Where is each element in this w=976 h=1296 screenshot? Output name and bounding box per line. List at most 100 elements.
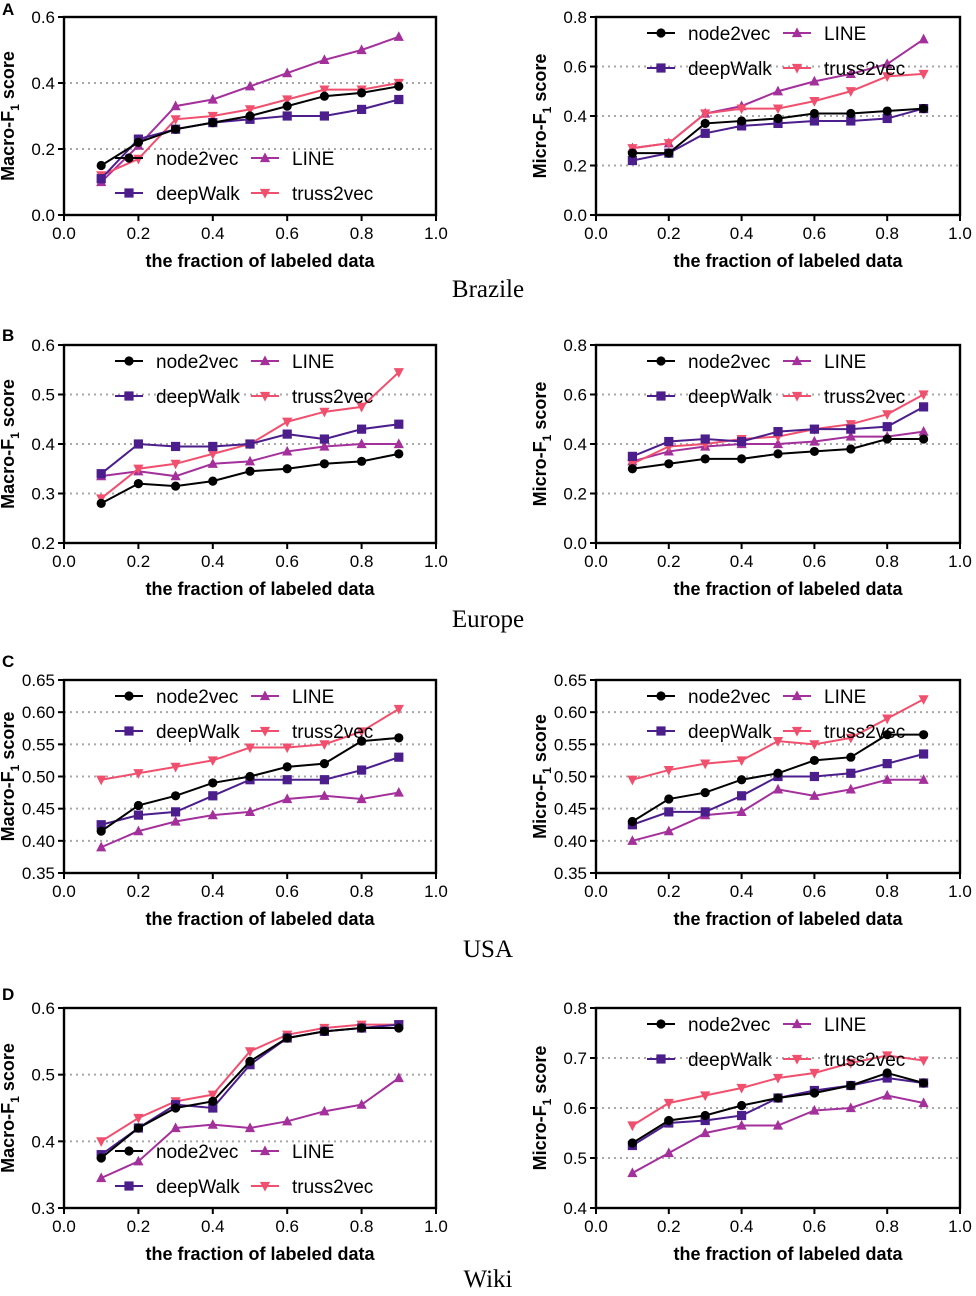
point-truss2vec (393, 368, 404, 378)
point-deepWalk (133, 439, 143, 449)
point-truss2vec (133, 464, 144, 475)
legend-label-node2vec: node2vec (156, 149, 238, 170)
x-tick-label: 1.0 (424, 224, 448, 243)
y-tick-label: 0.4 (31, 74, 55, 93)
point-LINE (282, 67, 293, 78)
y-axis-label: Micro-F1 score (530, 382, 554, 507)
point-truss2vec (845, 1058, 856, 1069)
legend-label-node2vec: node2vec (156, 1142, 238, 1163)
point-truss2vec (393, 704, 404, 715)
x-axis-label: the fraction of labeled data (145, 251, 375, 271)
x-tick-label: 0.8 (875, 882, 899, 901)
point-deepWalk (846, 768, 856, 778)
point-deepWalk (319, 111, 329, 121)
y-axis-label: Macro-F1 score (0, 51, 22, 181)
x-tick-label: 0.2 (657, 224, 681, 243)
point-truss2vec (772, 1073, 784, 1084)
point-node2vec (809, 1088, 820, 1098)
point-LINE (918, 33, 929, 44)
x-tick-label: 0.0 (52, 224, 76, 243)
point-LINE (809, 1104, 820, 1115)
point-node2vec (737, 454, 747, 464)
point-deepWalk (919, 749, 929, 759)
point-LINE (393, 1072, 404, 1083)
point-LINE (845, 1102, 856, 1113)
point-deepWalk (96, 469, 106, 479)
point-truss2vec (772, 737, 784, 747)
legend-label-node2vec: node2vec (156, 352, 238, 373)
point-truss2vec (282, 95, 293, 106)
x-tick-label: 0.0 (52, 1217, 76, 1236)
y-tick-label: 0.65 (554, 671, 587, 690)
y-tick-label: 0.4 (31, 1132, 55, 1151)
y-tick-label: 0.55 (22, 735, 55, 754)
point-LINE (207, 93, 218, 104)
point-node2vec (700, 118, 710, 129)
point-truss2vec (882, 72, 893, 82)
point-node2vec (319, 91, 329, 101)
legend-marker-node2vec (656, 28, 666, 38)
point-node2vec (627, 148, 638, 158)
legend-label-LINE: LINE (824, 687, 866, 708)
legend-marker-node2vec (124, 1146, 134, 1156)
legend-marker-truss2vec (791, 1054, 803, 1065)
y-tick-label: 0.60 (22, 703, 55, 722)
panel-letter-b: B (2, 326, 15, 345)
point-node2vec (208, 778, 218, 788)
point-truss2vec (207, 1090, 218, 1101)
y-tick-label: 0.50 (554, 768, 587, 787)
y-tick-label: 0.35 (22, 864, 55, 883)
point-truss2vec (918, 69, 929, 80)
row-caption-usa: USA (462, 936, 513, 963)
x-tick-label: 0.0 (584, 1217, 608, 1236)
point-truss2vec (207, 111, 218, 122)
point-deepWalk (357, 424, 367, 434)
point-LINE (244, 80, 256, 91)
x-tick-label: 0.8 (350, 224, 374, 243)
legend-marker-truss2vec (259, 391, 271, 402)
point-node2vec (319, 1026, 329, 1036)
point-deepWalk (245, 439, 255, 449)
point-LINE (845, 430, 856, 441)
point-truss2vec (282, 743, 293, 754)
legend-marker-LINE (259, 355, 271, 366)
point-node2vec (208, 476, 218, 486)
point-node2vec (171, 1103, 181, 1113)
point-node2vec (282, 762, 292, 772)
legend-label-truss2vec: truss2vec (824, 722, 905, 743)
point-LINE (700, 1127, 711, 1138)
legend-label-node2vec: node2vec (156, 687, 238, 708)
x-tick-label: 0.4 (201, 882, 225, 901)
y-tick-label: 0.2 (563, 485, 587, 504)
point-LINE (627, 835, 638, 845)
point-truss2vec (170, 762, 181, 773)
y-tick-label: 0.2 (31, 534, 55, 553)
chart-wiki-macro: 0.0 0.2 0.4 0.6 0.8 1.0 0.3 0.4 0.5 0.6 the fracti… (0, 999, 448, 1264)
point-LINE (918, 774, 929, 784)
legend-marker-truss2vec (791, 63, 803, 74)
point-node2vec (919, 103, 929, 114)
point-LINE (918, 1097, 929, 1108)
x-axis-label: the fraction of labeled data (145, 1244, 375, 1264)
point-deepWalk (171, 807, 181, 817)
x-axis-label: the fraction of labeled data (145, 909, 375, 929)
x-tick-label: 0.4 (730, 224, 754, 243)
point-node2vec (394, 81, 404, 91)
y-tick-label: 0.55 (554, 735, 587, 754)
point-node2vec (171, 481, 181, 491)
legend-marker-LINE (259, 690, 271, 701)
x-tick-label: 0.4 (201, 1217, 225, 1236)
y-tick-label: 0.5 (31, 1066, 55, 1085)
legend-marker-truss2vec (259, 726, 271, 737)
x-tick-label: 0.0 (52, 552, 76, 571)
point-truss2vec (319, 740, 330, 750)
point-node2vec (773, 113, 783, 124)
point-deepWalk (282, 111, 292, 121)
x-tick-label: 0.4 (730, 1217, 754, 1236)
point-node2vec (357, 88, 367, 98)
legend-label-truss2vec: truss2vec (292, 387, 373, 408)
point-truss2vec (663, 1098, 674, 1109)
y-tick-label: 0.6 (31, 336, 55, 355)
y-tick-label: 0.6 (31, 999, 55, 1018)
